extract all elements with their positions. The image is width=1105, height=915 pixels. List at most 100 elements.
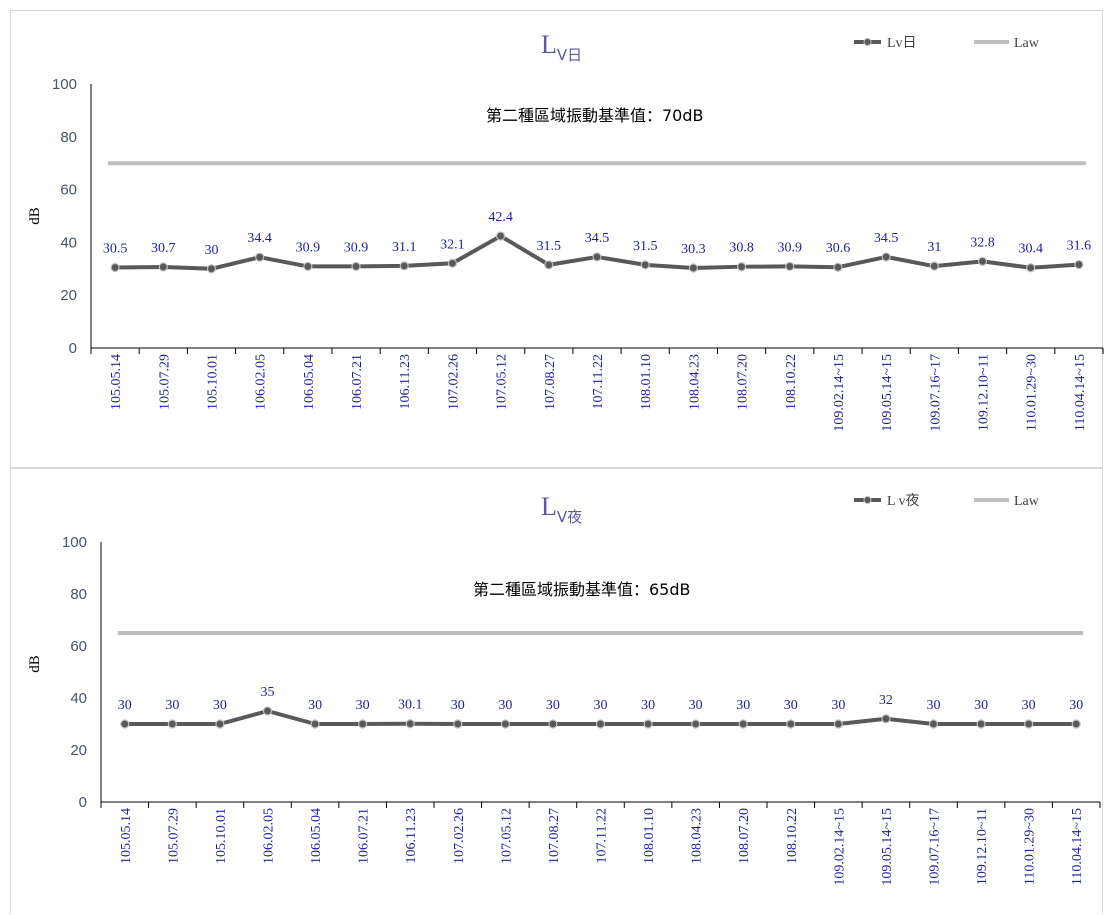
x-tick-label: 106.05.04	[309, 808, 324, 864]
data-point	[929, 261, 939, 271]
data-point	[688, 263, 698, 273]
y-tick-label: 40	[60, 234, 77, 251]
x-tick-label: 106.11.23	[404, 808, 419, 863]
data-label: 30	[356, 698, 370, 713]
data-point	[215, 719, 225, 729]
data-label: 30	[1022, 698, 1036, 713]
data-point	[548, 719, 558, 729]
chart-title-subscript: V夜	[557, 508, 582, 526]
data-label: 30.4	[1018, 242, 1043, 257]
x-tick-label: 107.05.12	[499, 808, 514, 864]
data-label: 30.8	[729, 241, 754, 256]
legend-label-series: Lv日	[887, 36, 917, 51]
data-label: 30	[974, 698, 988, 713]
data-label: 30	[165, 698, 179, 713]
data-point	[453, 719, 463, 729]
x-tick-label: 105.10.01	[205, 354, 220, 410]
data-label: 30.6	[826, 241, 851, 256]
x-tick-label: 106.05.04	[302, 354, 317, 410]
x-tick-label: 108.04.23	[690, 808, 705, 864]
data-point	[255, 252, 265, 262]
data-point	[643, 719, 653, 729]
chart-title: LV日	[541, 30, 582, 64]
data-label: 30	[927, 698, 941, 713]
data-label: 30	[594, 698, 608, 713]
x-tick-label: 110.01.29~30	[1025, 354, 1040, 431]
data-point	[500, 719, 510, 729]
data-label: 30.5	[103, 241, 128, 256]
data-label: 30.9	[344, 240, 369, 255]
data-point	[1074, 259, 1084, 270]
legend-label-series: L v夜	[887, 493, 920, 509]
x-tick-label: 105.07.29	[157, 354, 172, 410]
data-label: 30	[641, 698, 655, 713]
data-label: 31.1	[392, 240, 417, 255]
data-label: 30	[546, 698, 560, 713]
data-point	[310, 719, 320, 729]
data-label: 30	[308, 698, 322, 713]
x-tick-label: 107.11.22	[595, 808, 610, 863]
data-label: 32.1	[440, 237, 465, 252]
data-point	[833, 719, 843, 729]
y-tick-label: 20	[60, 287, 77, 304]
data-label: 30.1	[398, 698, 423, 713]
data-label: 30.9	[296, 240, 321, 255]
data-point	[976, 719, 986, 729]
data-label: 34.5	[585, 231, 610, 246]
data-point	[358, 719, 368, 729]
data-point	[158, 262, 168, 272]
data-point	[1024, 719, 1034, 729]
data-point	[928, 719, 939, 729]
y-tick-label: 60	[60, 182, 77, 199]
x-tick-label: 110.04.14~15	[1070, 808, 1085, 885]
x-tick-label: 109.12.10~11	[977, 354, 992, 431]
chart-title: LV夜	[541, 492, 582, 526]
chart-title-subscript: V日	[557, 46, 582, 64]
data-point	[303, 261, 313, 272]
data-point	[785, 261, 795, 272]
data-label: 30	[689, 698, 703, 713]
data-point	[206, 264, 217, 274]
legend-label-law: Law	[1014, 36, 1040, 51]
data-label: 31.5	[633, 239, 658, 254]
standard-annotation: 第二種區域振動基準值：65dB	[473, 580, 691, 599]
data-label: 34.5	[874, 231, 899, 246]
y-axis-label: dB	[27, 207, 43, 225]
data-point	[1026, 263, 1036, 273]
data-point	[1071, 719, 1081, 729]
x-tick-label: 108.04.23	[687, 354, 702, 410]
x-tick-label: 106.11.23	[398, 354, 413, 409]
x-tick-label: 109.02.14~15	[832, 354, 847, 432]
data-point	[738, 719, 748, 729]
data-label: 30.7	[151, 241, 176, 256]
y-tick-label: 0	[69, 340, 77, 357]
data-point	[691, 719, 701, 729]
data-label: 30	[736, 698, 750, 713]
legend-label-law: Law	[1014, 494, 1040, 509]
data-point	[736, 262, 747, 272]
x-tick-label: 107.08.27	[547, 808, 562, 864]
y-tick-label: 20	[70, 742, 87, 759]
data-label: 30	[1069, 698, 1083, 713]
data-point	[595, 719, 606, 729]
data-point	[833, 262, 843, 272]
data-point	[120, 719, 130, 729]
y-tick-label: 80	[70, 586, 87, 603]
data-label: 30.3	[681, 242, 706, 257]
x-tick-label: 107.02.26	[452, 808, 467, 864]
chart-title-main: L	[541, 492, 557, 521]
x-tick-label: 109.02.14~15	[832, 808, 847, 886]
legend-marker-series	[863, 496, 872, 504]
data-point	[881, 714, 891, 724]
night-chart-panel: LV夜 L v夜 Law dB 0 20 40 60 80 100 105.05.14 105.07.…	[10, 468, 1103, 914]
y-tick-label: 80	[60, 129, 77, 146]
data-point	[640, 260, 650, 270]
data-label: 34.4	[247, 231, 272, 246]
x-tick-label: 108.10.22	[784, 354, 799, 410]
x-tick-label: 107.05.12	[495, 354, 510, 410]
x-tick-label: 105.10.01	[214, 808, 229, 864]
x-tick-label: 109.07.16~17	[928, 808, 943, 886]
x-tick-label: 106.02.05	[254, 354, 269, 410]
data-point	[592, 252, 602, 262]
x-tick-label: 109.05.14~15	[880, 354, 895, 432]
